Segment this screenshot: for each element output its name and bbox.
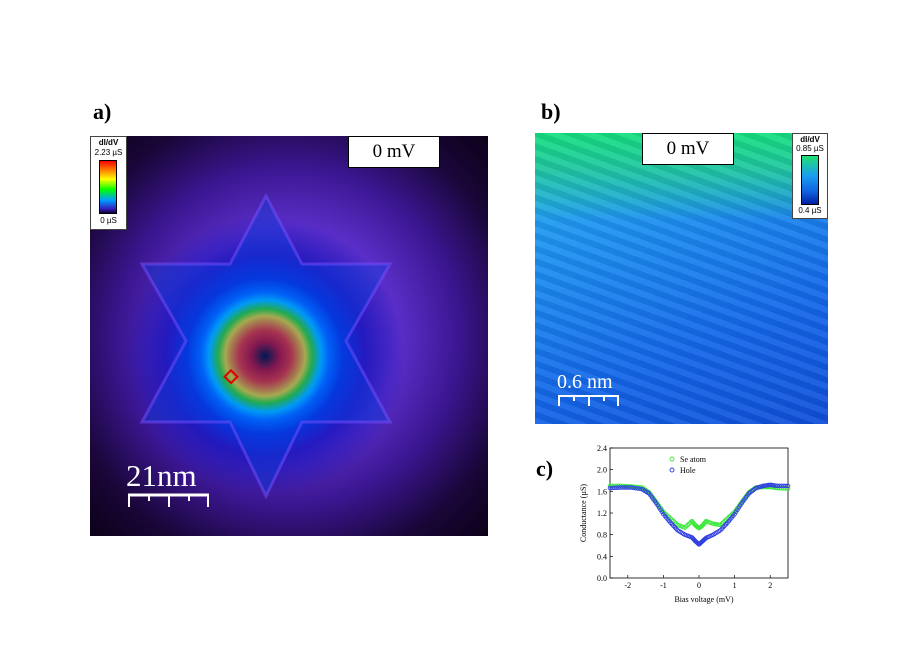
y-tick-label: 0.8 (597, 531, 607, 540)
marker-square (223, 368, 239, 385)
y-tick-label: 0.0 (597, 574, 607, 583)
panel-b-colorbar: dI/dV 0.85 µS 0.4 µS (792, 133, 828, 219)
data-point-hole (633, 485, 638, 491)
y-tick-label: 1.2 (597, 509, 607, 518)
colorbar-gradient (99, 160, 117, 214)
data-point-hole (609, 485, 615, 491)
colorbar-min: 0.4 µS (798, 206, 822, 215)
data-point-hole (622, 485, 628, 490)
colorbar-title: dI/dV (98, 138, 119, 147)
panel-b-dIdV-map: 0 mV dI/dV 0.85 µS 0.4 µS 0.6 nm (535, 133, 828, 424)
panel-b-scalebar-label: 0.6 nm (557, 371, 613, 393)
plot-frame (609, 447, 789, 579)
y-axis-label: Conductance (µS) (579, 484, 588, 542)
x-tick-label: 0 (697, 581, 701, 590)
panel-a-colorbar: dI/dV 2.23 µS 0 µS (90, 136, 127, 230)
data-point-hole (785, 483, 791, 489)
data-point-hole (631, 485, 636, 491)
data-point-se-atom (785, 486, 791, 491)
star-overlay (139, 192, 393, 500)
colorbar-title: dI/dV (800, 135, 820, 144)
panel-b-bias-box: 0 mV (642, 133, 734, 165)
data-point-hole (620, 485, 626, 490)
panel-c-chart: -2 -1 0 1 20.00.40.81.21.62.02.4Se atomHole … (579, 444, 791, 604)
data-point-hole (775, 483, 780, 489)
panel-a-scalebar-label: 21nm (126, 458, 197, 493)
colorbar-min: 0 µS (100, 216, 117, 225)
star-shape (139, 192, 393, 500)
colorbar-max: 2.23 µS (94, 148, 123, 157)
panel-b-label: b) (541, 99, 561, 124)
x-tick-label: -1 (660, 581, 667, 590)
panel-a-dIdV-map: 0 mV dI/dV 2.23 µS 0 µS 21nm (90, 136, 488, 536)
data-point-hole (618, 485, 623, 490)
data-point-se-atom (783, 486, 789, 491)
legend-marker (669, 467, 675, 473)
x-tick-label: 1 (733, 581, 737, 590)
legend-label: Se atom (680, 455, 707, 464)
colorbar-gradient (801, 155, 819, 205)
x-tick-label: 2 (768, 581, 772, 590)
y-tick-label: 2.0 (597, 466, 607, 475)
data-point-hole (783, 483, 789, 489)
data-point-hole (629, 485, 634, 490)
data-point-hole (614, 485, 619, 491)
y-tick-label: 0.4 (597, 552, 607, 561)
data-point-hole (616, 485, 621, 490)
panel-b-texture (535, 133, 828, 424)
panel-a-bias-box: 0 mV (348, 136, 440, 168)
data-point-hole (779, 483, 784, 489)
x-tick-label: -2 (624, 581, 631, 590)
panel-a-scalebar (128, 493, 209, 507)
data-point-hole (777, 483, 782, 489)
legend-label: Hole (680, 466, 696, 475)
panel-c-label: c) (536, 456, 554, 481)
panel-b-scalebar (558, 395, 619, 406)
y-tick-label: 1.6 (597, 487, 607, 496)
x-axis-label: Bias voltage (mV) (674, 595, 733, 604)
data-point-hole (624, 485, 630, 490)
colorbar-max: 0.85 µS (796, 144, 824, 153)
plot-area: -2 -1 0 1 2 0.0 0.4 0.8 1.2 1.6 2.0 2.4 Se atom Hole (597, 444, 791, 590)
panel-a-label: a) (93, 99, 112, 124)
data-point-hole (626, 485, 632, 490)
data-point-hole (781, 483, 786, 489)
y-tick-label: 2.4 (597, 444, 607, 453)
legend-marker (669, 456, 675, 462)
data-point-hole (612, 485, 617, 491)
data-point-hole (635, 486, 641, 491)
data-point-hole (607, 485, 613, 491)
